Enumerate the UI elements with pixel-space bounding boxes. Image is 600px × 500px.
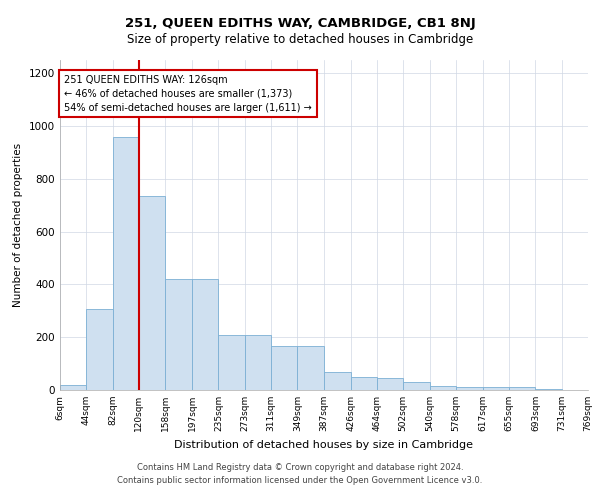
Bar bbox=[245, 334, 271, 390]
Bar bbox=[403, 382, 430, 390]
Bar bbox=[377, 378, 403, 390]
Bar bbox=[192, 279, 218, 390]
Bar bbox=[86, 310, 113, 390]
Bar bbox=[218, 334, 245, 390]
Text: Size of property relative to detached houses in Cambridge: Size of property relative to detached ho… bbox=[127, 32, 473, 46]
Bar bbox=[60, 384, 86, 390]
Bar bbox=[298, 346, 323, 390]
Bar bbox=[456, 388, 483, 390]
Bar bbox=[350, 377, 377, 390]
Text: 251, QUEEN EDITHS WAY, CAMBRIDGE, CB1 8NJ: 251, QUEEN EDITHS WAY, CAMBRIDGE, CB1 8N… bbox=[125, 18, 475, 30]
Bar bbox=[271, 346, 298, 390]
Bar bbox=[165, 279, 192, 390]
Y-axis label: Number of detached properties: Number of detached properties bbox=[13, 143, 23, 307]
X-axis label: Distribution of detached houses by size in Cambridge: Distribution of detached houses by size … bbox=[175, 440, 473, 450]
Bar bbox=[509, 388, 535, 390]
Bar bbox=[483, 388, 509, 390]
Text: Contains HM Land Registry data © Crown copyright and database right 2024.
Contai: Contains HM Land Registry data © Crown c… bbox=[118, 463, 482, 485]
Text: 251 QUEEN EDITHS WAY: 126sqm
← 46% of detached houses are smaller (1,373)
54% of: 251 QUEEN EDITHS WAY: 126sqm ← 46% of de… bbox=[64, 74, 312, 112]
Bar bbox=[113, 136, 139, 390]
Bar bbox=[139, 196, 165, 390]
Bar bbox=[535, 388, 562, 390]
Bar bbox=[323, 372, 350, 390]
Bar bbox=[430, 386, 456, 390]
